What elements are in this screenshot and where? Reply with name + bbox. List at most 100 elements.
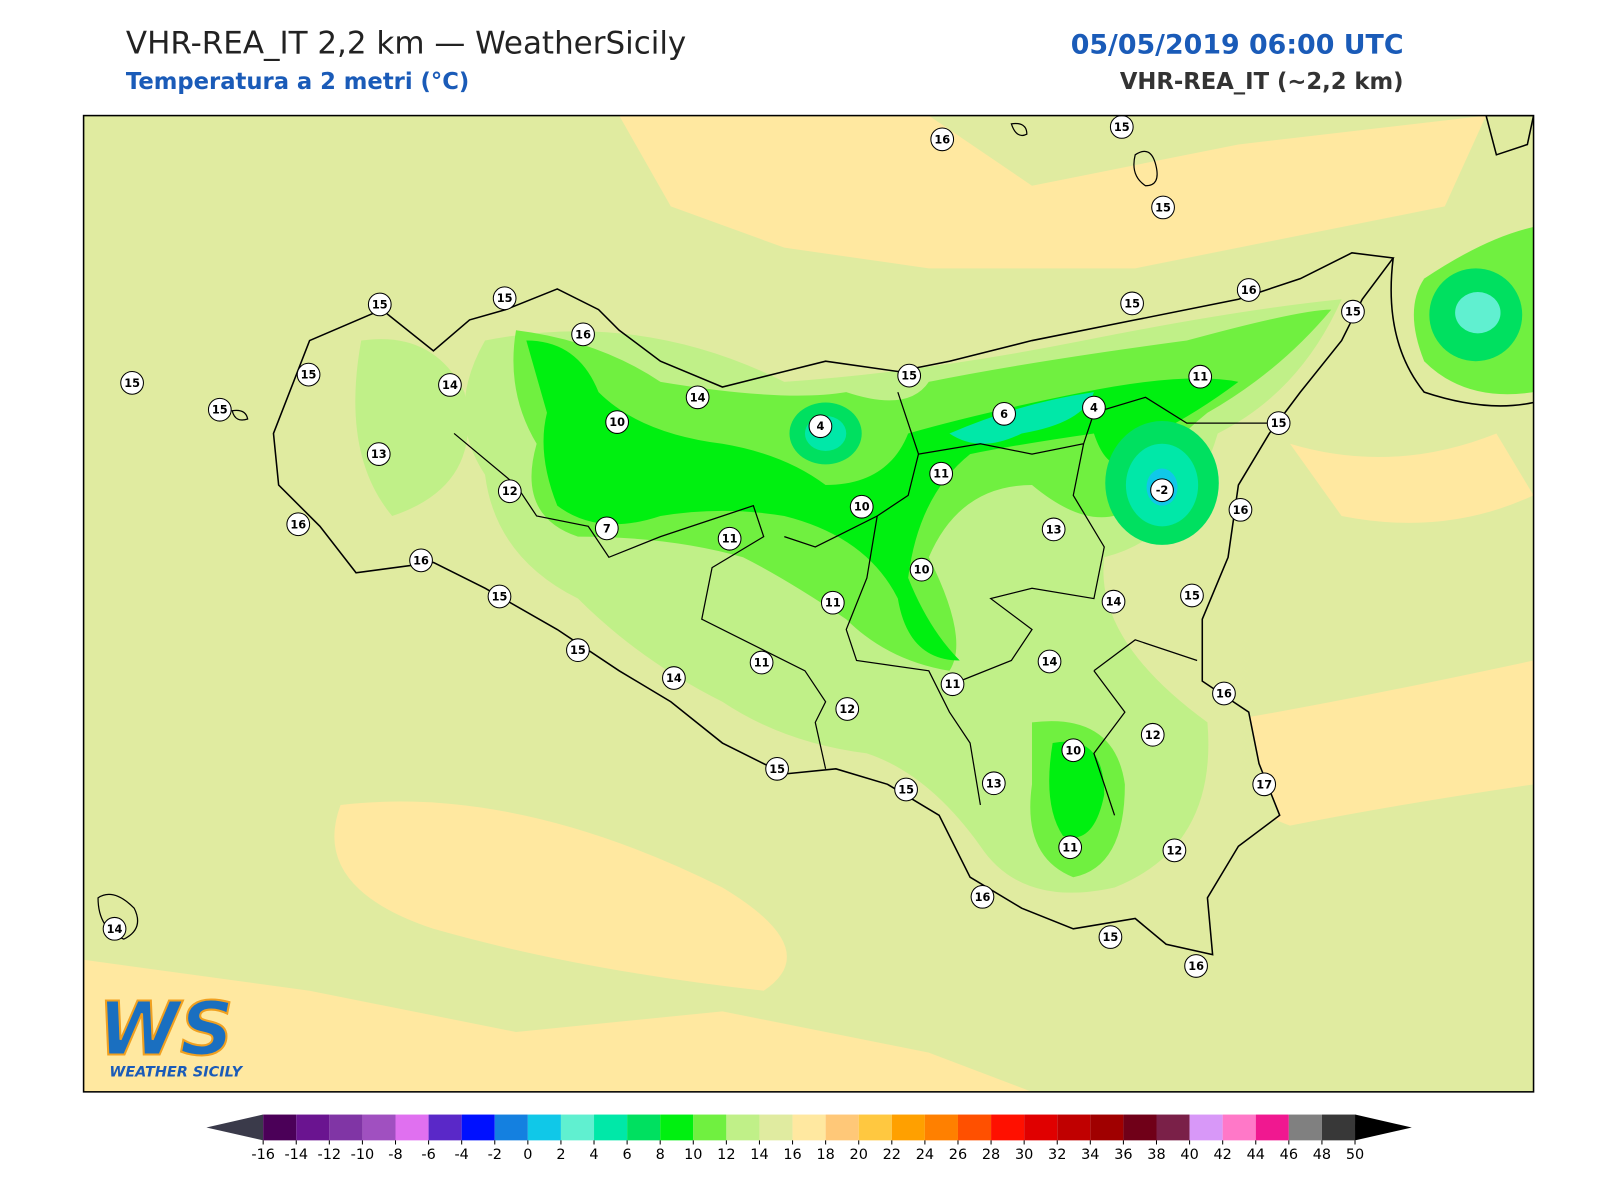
- station-marker: [992, 401, 1017, 426]
- colorbar-tick-label: 38: [1147, 1147, 1165, 1163]
- station-value: 13: [1046, 522, 1062, 536]
- station-marker: [1140, 722, 1165, 747]
- station-marker: [571, 322, 595, 347]
- station-marker: [894, 777, 918, 802]
- station-value: 15: [1103, 930, 1119, 944]
- station-value: 14: [1106, 595, 1122, 609]
- province-borders: [453, 391, 1270, 816]
- colorbar: -16 -14 -12 -10 -8 -6 -4 -2 0 2 4 6 8 10 12 14 16 18 20 22 2…: [206, 1114, 1412, 1163]
- colorbar-segment: [1222, 1114, 1256, 1141]
- colorbar-tick-label: 28: [982, 1147, 1000, 1163]
- datetime: 05/05/2019 06:00 UTC: [1071, 30, 1404, 61]
- station-value: 14: [690, 390, 706, 404]
- station-value: 11: [933, 467, 949, 481]
- colorbar-tick-label: 50: [1346, 1147, 1364, 1163]
- station-value: 15: [1114, 120, 1130, 134]
- station-marker: [1212, 681, 1236, 706]
- station-value: 14: [1042, 655, 1058, 669]
- station-value: 15: [1124, 296, 1140, 310]
- station-marker: [1151, 195, 1175, 220]
- station-marker: [1180, 583, 1204, 608]
- station-value: 14: [666, 671, 682, 685]
- colorbar-segment: [792, 1114, 826, 1141]
- subtitle: Temperatura a 2 metri (°C): [126, 69, 469, 95]
- station-value: 13: [986, 776, 1002, 790]
- colorbar-tick-label: -12: [318, 1147, 342, 1163]
- station-value: 17: [1256, 777, 1272, 791]
- colorbar-tick-label: 22: [883, 1147, 901, 1163]
- colorbar-segment: [924, 1114, 958, 1141]
- colorbar-segment: [660, 1114, 694, 1141]
- colorbar-segment: [1057, 1114, 1091, 1141]
- colorbar-tick-label: -16: [251, 1147, 275, 1163]
- station-marker: [909, 557, 934, 582]
- station-value: 4: [1090, 401, 1098, 415]
- station-marker: [1120, 291, 1144, 316]
- stage: VHR-REA_IT 2,2 km — WeatherSicily Temper…: [82, 26, 1535, 1163]
- colorbar-tick-label: 12: [717, 1147, 735, 1163]
- station-value: -2: [1156, 483, 1169, 497]
- colorbar-tick-label: 46: [1280, 1147, 1298, 1163]
- colorbar-tick-label: 6: [623, 1147, 632, 1163]
- station-marker: [1082, 395, 1106, 420]
- station-value: 6: [1000, 407, 1008, 421]
- station-value: 11: [945, 677, 961, 691]
- station-value: 16: [1188, 959, 1204, 973]
- station-value: 10: [1065, 743, 1081, 757]
- station-marker: [605, 410, 630, 434]
- colorbar-tick-label: 4: [589, 1147, 598, 1163]
- stations: 16 15 15 15 15 15 15 15 16 14 13 16 16 12 10 14 7 11 4 10 15…: [102, 115, 1365, 978]
- station-marker: [717, 526, 742, 551]
- station-marker: [929, 461, 954, 486]
- station-marker: [487, 584, 512, 609]
- station-marker: [566, 638, 590, 663]
- station-value: 11: [1192, 370, 1208, 384]
- model: VHR-REA_IT (~2,2 km): [1120, 69, 1404, 95]
- colorbar-tick-label: 36: [1114, 1147, 1132, 1163]
- station-value: 11: [825, 596, 841, 610]
- station-marker: [808, 414, 833, 439]
- station-value: 10: [914, 563, 930, 577]
- map: 16 15 15 15 15 15 15 15 16 14 13 16 16 12 10 14 7 11 4 10 15…: [83, 115, 1534, 1092]
- colorbar-segment: [395, 1114, 429, 1141]
- station-marker: [1041, 517, 1066, 542]
- colorbar-over: [1355, 1114, 1412, 1141]
- colorbar-tick-label: -4: [454, 1147, 468, 1163]
- colorbar-tick-label: 44: [1247, 1147, 1265, 1163]
- station-marker: [286, 512, 311, 537]
- colorbar-tick-label: 2: [556, 1147, 565, 1163]
- station-marker: [835, 697, 860, 721]
- colorbar-tick-label: 18: [816, 1147, 834, 1163]
- station-marker: [120, 371, 144, 395]
- colorbar-segment: [759, 1114, 793, 1141]
- station-value: 11: [722, 532, 738, 546]
- station-value: 15: [1345, 305, 1361, 319]
- station-value: 4: [816, 419, 824, 433]
- colorbar-tick-label: -8: [388, 1147, 402, 1163]
- station-marker: [296, 362, 321, 387]
- station-marker: [594, 516, 619, 541]
- title: VHR-REA_IT 2,2 km — WeatherSicily: [126, 26, 686, 62]
- station-marker: [685, 385, 710, 410]
- station-value: 16: [934, 132, 950, 146]
- station-value: 14: [442, 378, 458, 392]
- station-marker: [765, 756, 789, 781]
- colorbar-tick-label: 14: [750, 1147, 768, 1163]
- colorbar-tick-label: 30: [1015, 1147, 1033, 1163]
- colorbar-tick-label: 20: [850, 1147, 868, 1163]
- station-value: 15: [1184, 588, 1200, 602]
- station-value: 14: [107, 922, 123, 936]
- station-value: 11: [754, 656, 770, 670]
- colorbar-tick-label: -14: [284, 1147, 308, 1163]
- station-value: 15: [124, 376, 140, 390]
- station-marker: [981, 771, 1006, 796]
- station-marker: [438, 373, 462, 397]
- station-value: 15: [769, 762, 785, 776]
- station-value: 15: [901, 369, 917, 383]
- colorbar-segment: [825, 1114, 859, 1141]
- colorbar-tick-label: 16: [783, 1147, 801, 1163]
- station-marker: [366, 442, 391, 466]
- station-value: 13: [371, 447, 387, 461]
- station-marker: [930, 127, 955, 152]
